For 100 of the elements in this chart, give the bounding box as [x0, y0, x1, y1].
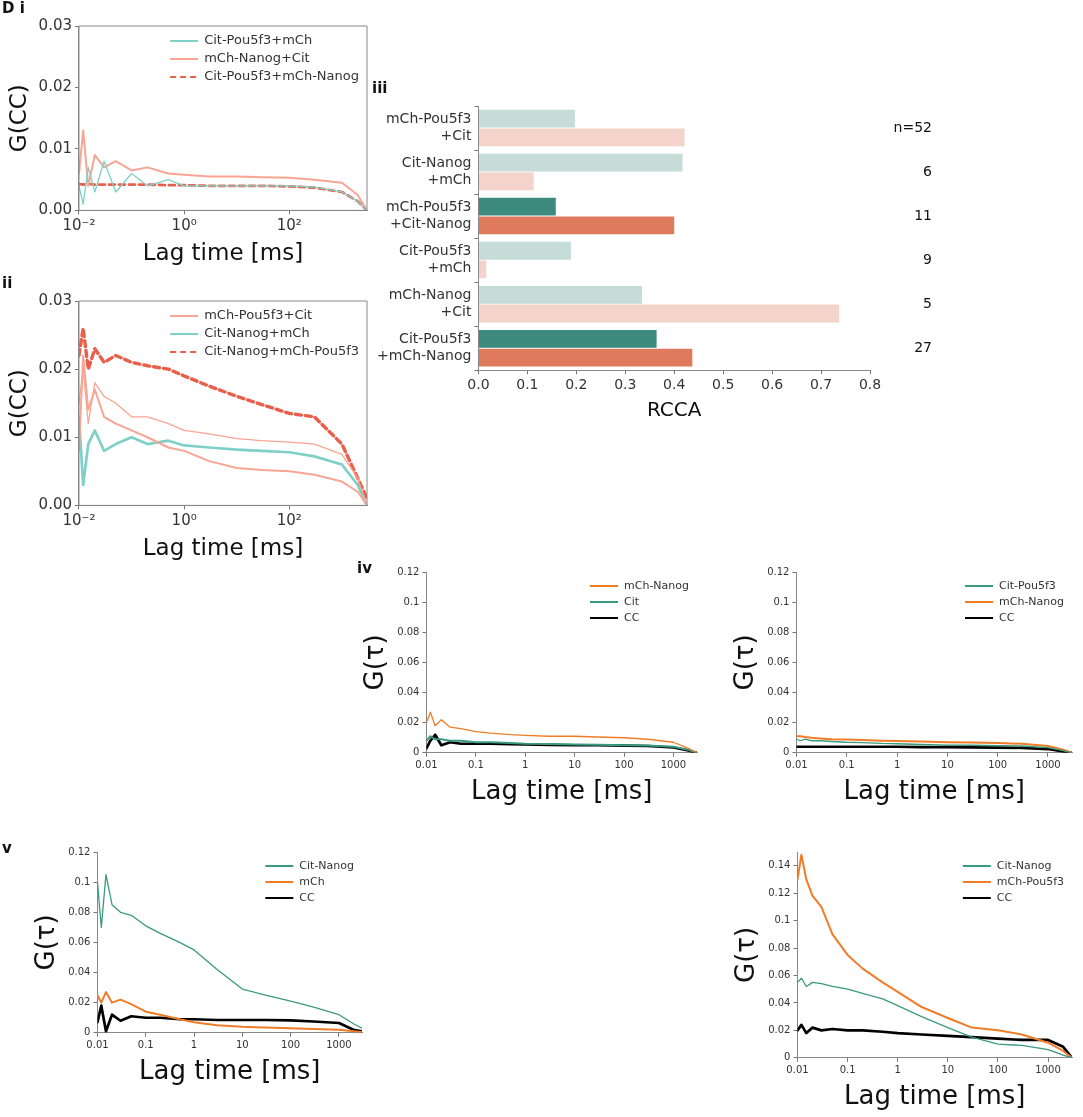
y-tick-label: 0.1: [74, 875, 91, 887]
x-tick-label: 100: [988, 1064, 1008, 1076]
y-tick-label: 0.08: [397, 625, 420, 637]
legend-label: Cit-Nanog+mCh: [204, 325, 310, 341]
legend-label: Cit-Nanog: [299, 858, 355, 872]
x-tick-label: 10⁻²: [62, 216, 96, 235]
y-tick-label: 0.02: [38, 77, 72, 96]
y-tick-label: 0.03: [38, 290, 72, 309]
text: 9: [923, 250, 932, 267]
text: 6: [923, 162, 933, 179]
y-tick-label: 0: [783, 746, 790, 758]
x-tick-label: 10: [235, 1039, 249, 1051]
y-axis-title: G(CC): [4, 84, 31, 153]
y-tick-label: 0.02: [68, 996, 91, 1008]
x-tick-label: 10: [941, 1064, 955, 1076]
y-tick-label: Cit-Pou5f3 +mCh-Nanog: [376, 330, 472, 364]
x-tick-label: 0.1: [137, 1039, 154, 1051]
x-tick-label: 0.0: [467, 376, 490, 393]
legend-label: Cit-Nanog: [996, 858, 1052, 872]
y-tick-label: 0.02: [768, 1023, 791, 1035]
y-tick-label: 0.06: [767, 655, 790, 667]
y-tick-label: 0.1: [403, 595, 420, 607]
y-tick-label: 0.00: [38, 495, 72, 514]
x-tick-label: 1000: [326, 1039, 352, 1051]
text: iv: [357, 559, 373, 578]
y-axis-title: G(τ): [30, 914, 61, 971]
x-tick-label: 10⁰: [171, 511, 197, 530]
legend-label: mCh-Pou5f3: [996, 874, 1065, 888]
x-tick-label: 0.3: [614, 376, 637, 393]
x-tick-label: 100: [988, 759, 1008, 771]
y-tick-label: 0.06: [68, 935, 91, 947]
y-tick-label: mCh-Pou5f3 +Cit-Nanog: [385, 198, 472, 232]
y-tick-label: mCh-Pou5f3 +Cit: [385, 110, 472, 144]
x-tick-label: 0.1: [516, 376, 539, 393]
legend-label: CC: [624, 610, 640, 624]
text: 27: [914, 338, 932, 355]
y-tick-label: 0.12: [397, 565, 420, 577]
y-tick-label: 0.12: [768, 886, 791, 898]
legend-label: CC: [996, 890, 1013, 904]
y-tick-label: 0.04: [68, 966, 91, 978]
y-tick-label: 0.14: [768, 859, 791, 871]
x-tick-label: 0.8: [858, 376, 882, 393]
y-tick-label: 0.06: [397, 655, 420, 667]
x-axis-title: Lag time [ms]: [843, 775, 1025, 806]
legend-label: mCh-Nanog: [999, 594, 1065, 608]
legend-label: CC: [299, 890, 316, 904]
x-axis-title: Lag time [ms]: [844, 1080, 1026, 1111]
legend-label: Cit-Pou5f3: [999, 578, 1056, 592]
y-tick-label: 0.08: [68, 905, 91, 917]
y-tick-label: 0.02: [38, 359, 72, 378]
y-axis-title: G(τ): [730, 926, 761, 983]
x-tick-label: 1: [522, 759, 529, 771]
legend-label: Cit: [624, 594, 640, 608]
x-tick-label: 0.01: [86, 1039, 109, 1051]
y-tick-label: 0: [413, 746, 420, 758]
x-tick-label: 10: [941, 759, 954, 771]
x-tick-label: 10²: [276, 511, 302, 530]
x-tick-label: 1: [190, 1039, 198, 1051]
legend-label: Cit-Pou5f3+mCh: [204, 32, 313, 48]
x-tick-label: 0.5: [712, 376, 735, 393]
y-tick-label: 0.1: [774, 914, 791, 926]
x-tick-label: 10²: [276, 216, 302, 235]
x-axis-title: RCCA: [646, 397, 702, 422]
y-tick-label: Cit-Pou5f3 +mCh: [399, 242, 472, 276]
y-tick-label: 0.08: [767, 625, 790, 637]
y-tick-label: 0.12: [767, 565, 790, 577]
y-tick-label: 0.02: [767, 716, 790, 728]
y-tick-label: Cit-Nanog +mCh: [401, 154, 472, 188]
y-tick-label: mCh-Nanog +Cit: [388, 286, 472, 320]
x-tick-label: 1000: [660, 759, 687, 771]
x-tick-label: 0.2: [565, 376, 588, 393]
x-tick-label: 100: [614, 759, 634, 771]
y-tick-label: 0.06: [768, 969, 791, 981]
y-tick-label: 0.03: [38, 15, 72, 34]
x-tick-label: 0.7: [809, 376, 833, 393]
legend-label: Cit-Nanog+mCh-Pou5f3: [204, 343, 360, 359]
x-tick-label: 10⁰: [171, 216, 197, 235]
y-tick-label: 0.04: [768, 996, 791, 1008]
x-axis-title: Lag time [ms]: [142, 239, 304, 266]
y-tick-label: 0.1: [773, 595, 790, 607]
x-axis-title: Lag time [ms]: [139, 1055, 321, 1086]
y-axis-title: G(τ): [729, 634, 760, 691]
x-tick-label: 1: [893, 759, 901, 771]
x-tick-label: 0.1: [467, 759, 484, 771]
x-tick-label: 0.6: [760, 376, 784, 393]
y-tick-label: 0.04: [767, 686, 790, 698]
y-tick-label: 0.08: [768, 941, 791, 953]
x-tick-label: 10: [568, 759, 582, 771]
text: ii: [2, 274, 13, 293]
text: 5: [923, 294, 932, 311]
x-tick-label: 0.1: [838, 759, 855, 771]
y-axis-title: G(τ): [359, 634, 390, 691]
text: n=52: [893, 118, 932, 135]
y-axis-title: G(CC): [4, 369, 31, 438]
y-tick-label: 0.01: [38, 427, 72, 446]
legend-label: Cit-Pou5f3+mCh-Nanog: [204, 68, 360, 84]
x-tick-label: 1000: [1035, 1064, 1061, 1076]
legend-label: mCh-Pou5f3+Cit: [204, 307, 313, 323]
x-tick-label: 0.1: [839, 1064, 856, 1076]
text: v: [2, 839, 12, 858]
